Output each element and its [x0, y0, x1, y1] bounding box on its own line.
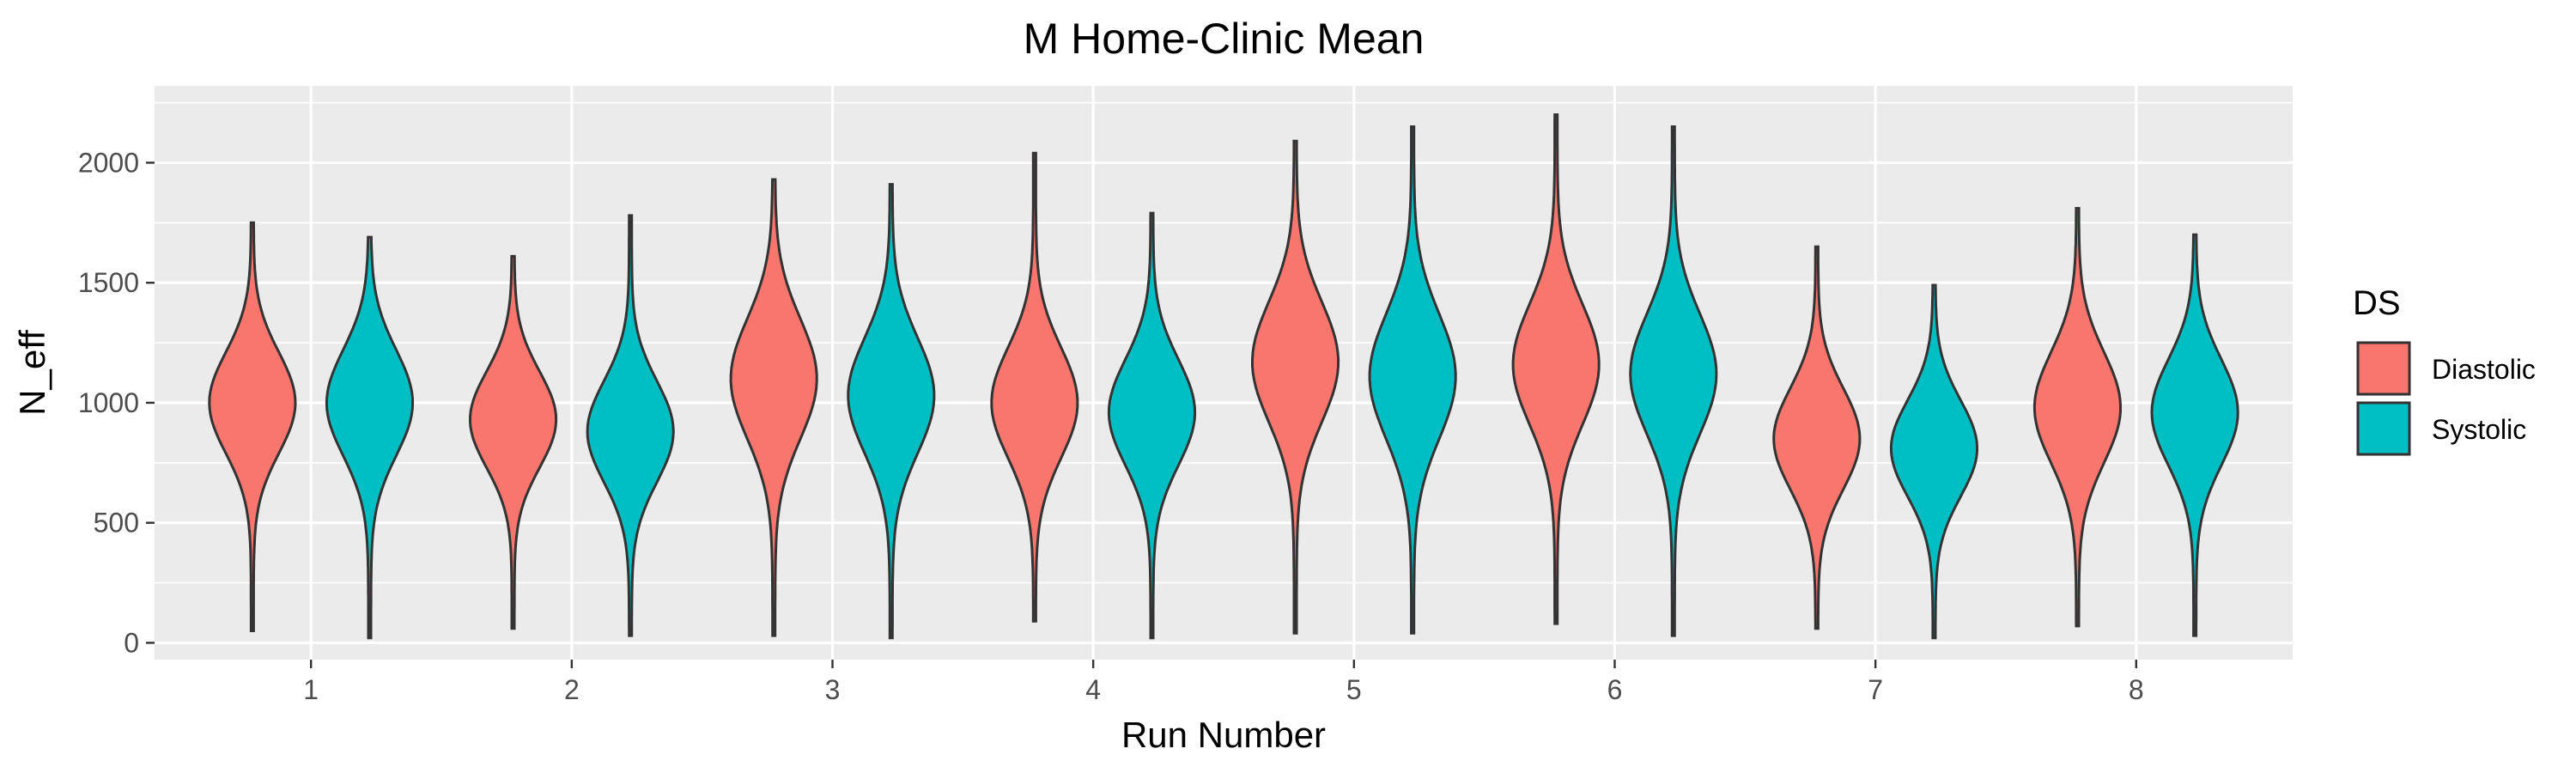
- legend-swatch-systolic: [2356, 401, 2411, 456]
- y-tick-label: 0: [124, 627, 139, 658]
- plot-panel: [155, 86, 2293, 660]
- x-tick-label: 6: [1607, 674, 1623, 705]
- y-tick-label: 500: [94, 508, 139, 539]
- y-axis-title: N_eff: [12, 330, 52, 416]
- violin-diastolic-run-5: [1251, 139, 1340, 635]
- legend-label-systolic: Systolic: [2432, 414, 2526, 445]
- violin-diastolic-run-8: [2032, 207, 2122, 628]
- x-tick-label: 1: [303, 674, 319, 705]
- legend-swatch-diastolic: [2356, 341, 2411, 396]
- legend-label-diastolic: Diastolic: [2432, 354, 2536, 385]
- y-tick-label: 1000: [78, 387, 139, 418]
- violins: [208, 113, 2239, 640]
- x-tick-label: 5: [1346, 674, 1362, 705]
- x-axis: 1 2 3 4 5 6 7 8: [303, 660, 2144, 705]
- violin-systolic-run-4: [1107, 211, 1197, 640]
- violin-diastolic-run-6: [1511, 113, 1601, 625]
- gridlines: [155, 86, 2293, 660]
- violin-diastolic-run-7: [1772, 245, 1862, 630]
- violin-diastolic-run-4: [990, 151, 1079, 623]
- violin-diastolic-run-1: [208, 221, 297, 632]
- y-tick-label: 2000: [78, 147, 139, 178]
- violin-systolic-run-1: [325, 235, 415, 640]
- legend-title: DS: [2353, 284, 2401, 322]
- legend: DS Diastolic Systolic: [2353, 284, 2536, 456]
- x-tick-label: 3: [825, 674, 841, 705]
- chart-title: M Home-Clinic Mean: [1024, 15, 1425, 63]
- violin-systolic-run-8: [2150, 233, 2239, 637]
- violin-systolic-run-7: [1889, 283, 1978, 640]
- y-axis: 0 500 1000 1500 2000: [78, 147, 155, 658]
- x-tick-label: 4: [1085, 674, 1101, 705]
- violin-systolic-run-2: [586, 214, 675, 637]
- violin-diastolic-run-3: [729, 178, 818, 637]
- violin-diastolic-run-2: [468, 254, 558, 630]
- x-tick-label: 2: [564, 674, 580, 705]
- x-tick-label: 8: [2129, 674, 2144, 705]
- x-tick-label: 7: [1868, 674, 1883, 705]
- violin-systolic-run-5: [1368, 125, 1457, 635]
- x-axis-title: Run Number: [1121, 715, 1326, 755]
- violin-systolic-run-3: [847, 183, 936, 640]
- violin-systolic-run-6: [1629, 125, 1718, 637]
- y-tick-label: 1500: [78, 267, 139, 298]
